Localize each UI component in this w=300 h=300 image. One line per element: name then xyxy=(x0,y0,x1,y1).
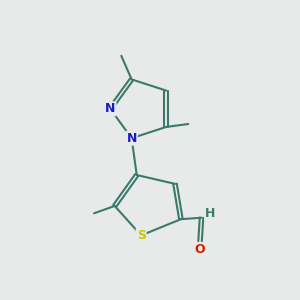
Text: N: N xyxy=(126,132,137,145)
Text: O: O xyxy=(195,243,206,256)
Text: N: N xyxy=(105,102,116,115)
Text: S: S xyxy=(137,229,146,242)
Text: H: H xyxy=(205,207,215,220)
